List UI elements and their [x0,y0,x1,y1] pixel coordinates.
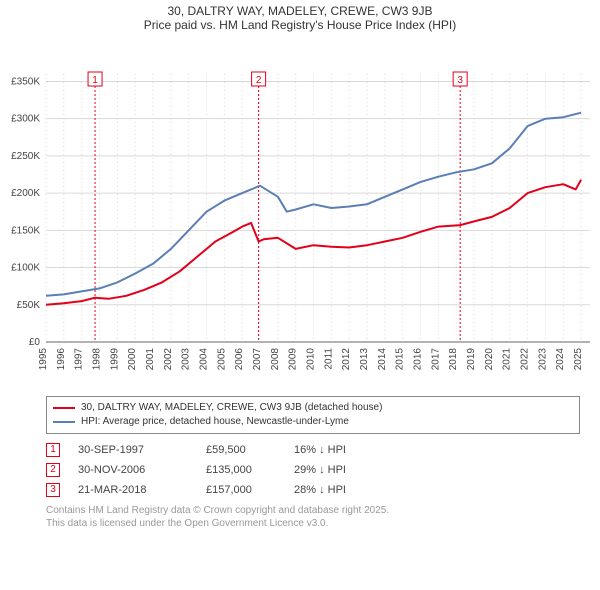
svg-text:2007: 2007 [252,348,263,371]
svg-text:1997: 1997 [74,348,85,371]
legend-swatch [53,421,75,423]
legend-label: HPI: Average price, detached house, Newc… [81,415,349,429]
event-date: 21-MAR-2018 [78,480,188,500]
legend-swatch [53,407,75,409]
svg-text:£100K: £100K [11,263,40,274]
attribution: Contains HM Land Registry data © Crown c… [46,504,580,530]
svg-text:1999: 1999 [109,348,120,371]
svg-text:£250K: £250K [11,151,40,162]
svg-text:2: 2 [256,75,262,86]
svg-text:£150K: £150K [11,225,40,236]
chart-container: 30, DALTRY WAY, MADELEY, CREWE, CW3 9JB … [0,0,600,530]
event-price: £135,000 [206,460,276,480]
event-row: 1 30-SEP-1997 £59,500 16% ↓ HPI [46,440,580,460]
svg-text:2022: 2022 [520,348,531,371]
svg-text:£200K: £200K [11,188,40,199]
svg-text:2018: 2018 [448,348,459,371]
chart-titles: 30, DALTRY WAY, MADELEY, CREWE, CW3 9JB … [0,0,600,32]
svg-text:1998: 1998 [92,348,103,371]
svg-text:2016: 2016 [413,348,424,371]
svg-text:2015: 2015 [395,348,406,371]
svg-text:2009: 2009 [288,348,299,371]
svg-text:1996: 1996 [56,348,67,371]
event-date: 30-SEP-1997 [78,440,188,460]
legend-item: 30, DALTRY WAY, MADELEY, CREWE, CW3 9JB … [53,401,573,415]
legend-item: HPI: Average price, detached house, Newc… [53,415,573,429]
attribution-line2: This data is licensed under the Open Gov… [46,517,580,530]
svg-text:1: 1 [92,75,98,86]
event-row: 2 30-NOV-2006 £135,000 29% ↓ HPI [46,460,580,480]
events-table: 1 30-SEP-1997 £59,500 16% ↓ HPI 2 30-NOV-2006… [46,440,580,500]
event-date: 30-NOV-2006 [78,460,188,480]
event-price: £157,000 [206,480,276,500]
svg-text:2020: 2020 [484,348,495,371]
svg-text:2012: 2012 [341,348,352,371]
svg-text:2011: 2011 [323,348,334,370]
svg-text:£50K: £50K [17,300,41,311]
chart-title-line2: Price paid vs. HM Land Registry's House … [0,18,600,32]
chart-title-line1: 30, DALTRY WAY, MADELEY, CREWE, CW3 9JB [0,4,600,18]
event-price: £59,500 [206,440,276,460]
event-diff: 16% ↓ HPI [294,440,374,460]
svg-text:£300K: £300K [11,114,40,125]
event-marker: 3 [46,483,60,497]
event-diff: 29% ↓ HPI [294,460,374,480]
svg-text:2021: 2021 [502,348,513,371]
svg-text:£350K: £350K [11,76,40,87]
svg-text:2003: 2003 [181,348,192,371]
attribution-line1: Contains HM Land Registry data © Crown c… [46,504,580,517]
legend-label: 30, DALTRY WAY, MADELEY, CREWE, CW3 9JB … [81,401,382,415]
svg-text:2019: 2019 [466,348,477,371]
svg-text:2024: 2024 [555,348,566,371]
svg-text:2014: 2014 [377,348,388,371]
svg-text:3: 3 [457,75,463,86]
svg-text:1995: 1995 [38,348,49,371]
svg-text:2005: 2005 [216,348,227,371]
svg-text:2006: 2006 [234,348,245,371]
svg-text:2008: 2008 [270,348,281,371]
svg-text:2013: 2013 [359,348,370,371]
svg-text:2017: 2017 [430,348,441,371]
event-marker: 1 [46,443,60,457]
svg-text:£0: £0 [29,337,41,348]
event-marker: 2 [46,463,60,477]
legend: 30, DALTRY WAY, MADELEY, CREWE, CW3 9JB … [46,396,580,434]
svg-text:2010: 2010 [306,348,317,371]
svg-text:2001: 2001 [145,348,156,371]
svg-text:2025: 2025 [573,348,584,371]
line-chart: £0 £50K £100K £150K £200K £250K £300K £350K 1995… [0,32,600,392]
svg-text:2002: 2002 [163,348,174,371]
event-row: 3 21-MAR-2018 £157,000 28% ↓ HPI [46,480,580,500]
event-diff: 28% ↓ HPI [294,480,374,500]
svg-text:2004: 2004 [199,348,210,371]
svg-text:2023: 2023 [537,348,548,371]
svg-text:2000: 2000 [127,348,138,371]
